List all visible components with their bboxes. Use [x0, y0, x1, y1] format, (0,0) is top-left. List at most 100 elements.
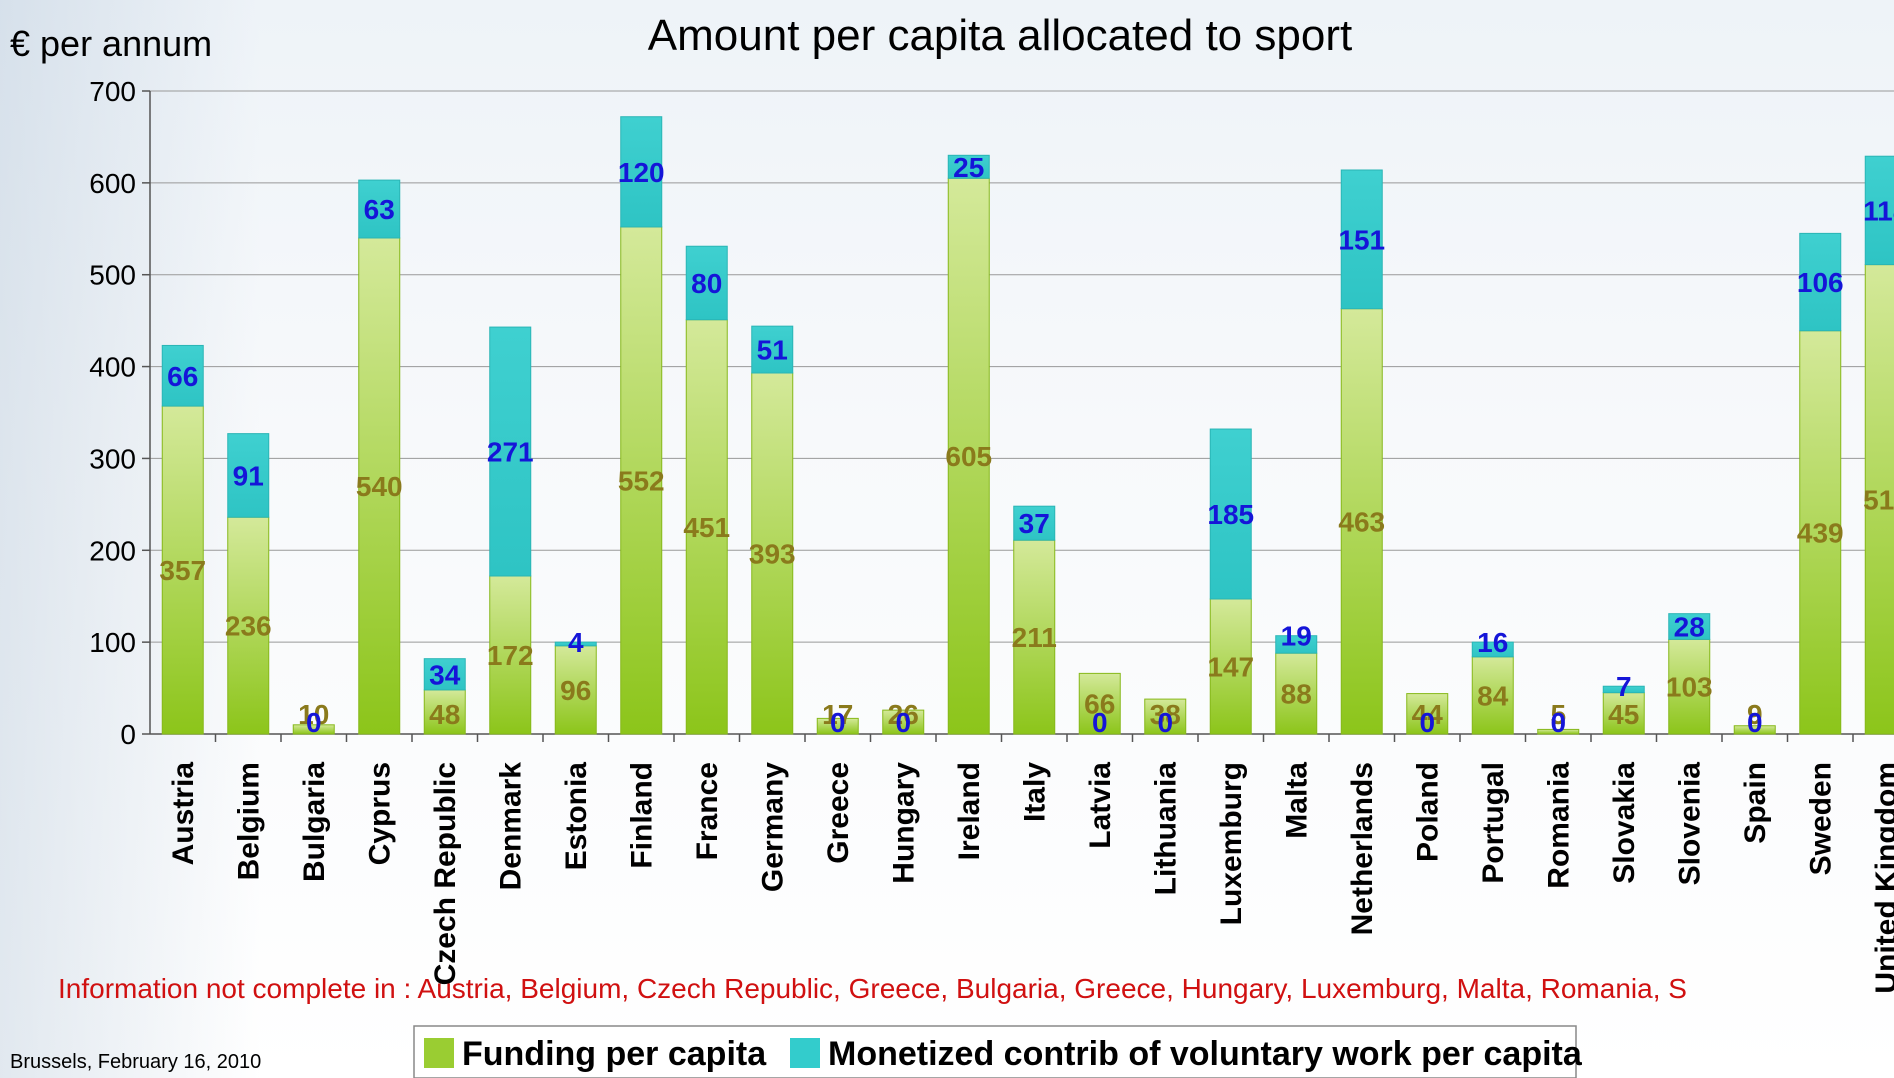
data-label-funding: 540 [356, 471, 403, 502]
x-tick-label: Italy [1018, 762, 1051, 822]
bar-funding [1275, 652, 1318, 735]
x-tick-label: Poland [1411, 762, 1444, 862]
x-tick-label: Denmark [494, 762, 527, 891]
y-tick-label: 600 [89, 168, 136, 199]
data-label-funding: 38 [1150, 699, 1181, 730]
bar-voluntary [1275, 635, 1318, 654]
data-label-voluntary: 0 [895, 707, 911, 738]
bar-funding [423, 689, 466, 735]
x-tick-label: Slovenia [1673, 762, 1706, 886]
y-tick-label: 0 [120, 719, 136, 750]
data-label-funding: 84 [1477, 680, 1509, 711]
bar-funding [685, 319, 728, 735]
legend-box [413, 1025, 1577, 1078]
y-tick-label: 100 [89, 627, 136, 658]
bar-funding [1144, 698, 1187, 735]
x-tick-label: Portugal [1477, 762, 1510, 884]
bar-voluntary [1209, 428, 1252, 600]
x-tick-label: Malta [1280, 762, 1313, 839]
data-label-funding: 5 [1550, 699, 1566, 730]
data-label-funding: 211 [1012, 622, 1057, 653]
x-tick-label: Luxemburg [1215, 762, 1248, 925]
x-tick-label: Slovakia [1608, 762, 1641, 884]
data-label-funding: 439 [1797, 517, 1844, 548]
data-label-funding: 88 [1281, 679, 1312, 710]
bar-voluntary [1799, 232, 1842, 332]
y-tick-label: 200 [89, 535, 136, 566]
x-tick-label: Latvia [1084, 762, 1117, 849]
bar-voluntary [1013, 505, 1056, 541]
data-label-voluntary: 106 [1797, 267, 1844, 298]
data-label-voluntary: 0 [830, 707, 846, 738]
data-label-voluntary: 28 [1674, 612, 1705, 643]
x-tick-label: Estonia [560, 762, 593, 871]
x-tick-label: Cyprus [363, 762, 396, 865]
data-label-voluntary: 80 [691, 268, 722, 299]
bar-voluntary [423, 658, 466, 691]
data-label-voluntary: 151 [1338, 224, 1385, 255]
bar-funding [620, 226, 663, 735]
data-label-voluntary: 66 [167, 361, 198, 392]
bar-voluntary [1668, 613, 1711, 640]
bar-funding [751, 372, 794, 735]
data-label-funding: 10 [298, 699, 329, 730]
data-label-voluntary: 271 [487, 437, 534, 468]
data-label-funding: 147 [1207, 651, 1254, 682]
bar-funding [554, 645, 597, 735]
data-label-funding: 511 [1863, 484, 1894, 515]
legend-swatch-funding [424, 1038, 454, 1068]
x-tick-label: Czech Republic [429, 762, 462, 985]
x-tick-label: Greece [822, 762, 855, 864]
bar-voluntary [751, 325, 794, 374]
y-tick-label: 700 [89, 76, 136, 107]
bar-voluntary [685, 245, 728, 321]
data-label-funding: 44 [1412, 699, 1444, 730]
bar-voluntary [1340, 169, 1383, 310]
data-label-voluntary: 0 [1157, 707, 1173, 738]
x-tick-label: Romania [1542, 762, 1575, 889]
x-tick-label: Germany [756, 762, 789, 892]
bar-funding [1537, 728, 1580, 735]
x-tick-label: Austria [167, 762, 200, 866]
data-label-voluntary: 0 [1419, 707, 1435, 738]
x-tick-label: Ireland [953, 762, 986, 860]
bar-voluntary [227, 433, 270, 518]
data-label-voluntary: 37 [1019, 508, 1050, 539]
data-label-funding: 463 [1338, 506, 1385, 537]
data-label-voluntary: 4 [568, 627, 584, 658]
bar-funding [292, 724, 335, 735]
bar-funding [161, 405, 204, 735]
data-label-voluntary: 120 [618, 157, 665, 188]
data-label-voluntary: 0 [1747, 707, 1763, 738]
x-tick-label: Sweden [1804, 762, 1837, 875]
chart-title: Amount per capita allocated to sport [648, 11, 1352, 60]
bar-funding [227, 516, 270, 735]
data-label-funding: 605 [945, 441, 992, 472]
data-label-funding: 66 [1084, 689, 1115, 720]
data-label-funding: 393 [749, 539, 796, 570]
bar-funding [1406, 693, 1449, 735]
bar-funding [1471, 656, 1514, 735]
data-label-voluntary: 25 [953, 152, 984, 183]
x-tick-label: Belgium [232, 762, 265, 880]
data-label-funding: 17 [822, 699, 853, 730]
x-axis: Austria Belgium Bulgaria Cyprus Czech Republ… [167, 734, 1894, 994]
data-label-funding: 9 [1747, 699, 1763, 730]
x-tick-label: United Kingdom [1870, 762, 1894, 994]
legend-label-voluntary: Monetized contrib of voluntary work per … [828, 1035, 1583, 1073]
footer-date: Brussels, February 16, 2010 [10, 1051, 261, 1073]
bar-voluntary [1471, 641, 1514, 658]
bar-funding [947, 177, 990, 735]
x-tick-label: France [691, 762, 724, 860]
x-tick-label: Finland [625, 762, 658, 869]
data-label-voluntary: 0 [1092, 707, 1108, 738]
bar-funding [489, 575, 532, 735]
bar-funding [1078, 672, 1121, 735]
bar-funding [1602, 692, 1645, 735]
x-tick-label: Lithuania [1149, 762, 1182, 896]
data-label-funding: 96 [560, 675, 591, 706]
data-label-voluntary: 63 [364, 194, 395, 225]
data-label-funding: 552 [618, 465, 665, 496]
x-tick-label: Netherlands [1346, 762, 1379, 935]
